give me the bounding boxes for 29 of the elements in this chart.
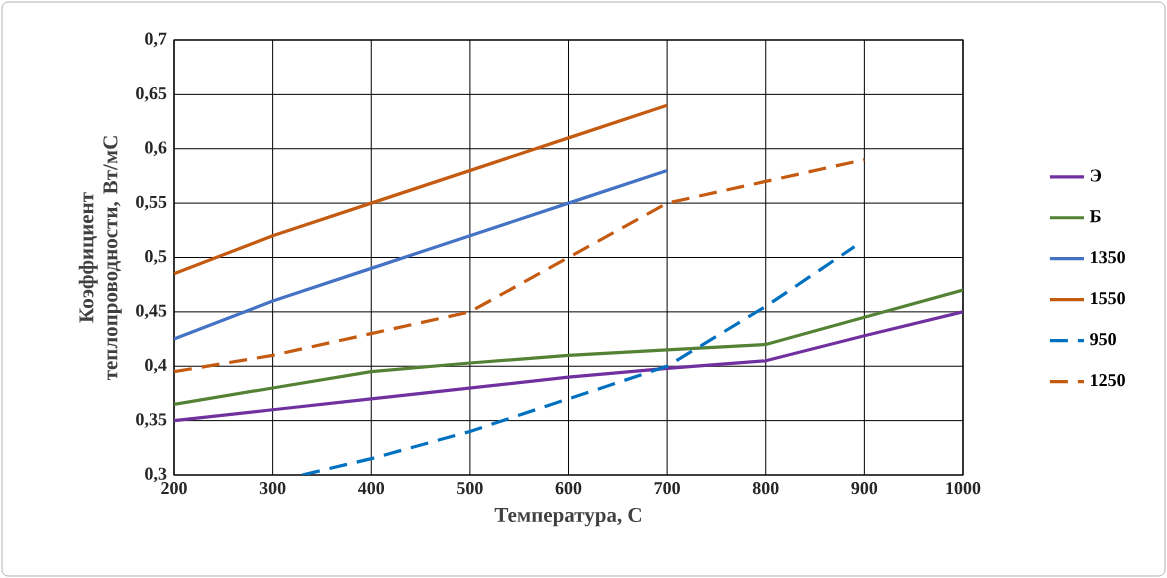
x-tick-label: 800 xyxy=(752,482,779,495)
line-series xyxy=(174,158,866,374)
line-series xyxy=(174,288,963,406)
y-tick-label: 0,4 xyxy=(145,358,167,374)
legend-label: 1250 xyxy=(1091,374,1125,387)
y-tick-label: 0,5 xyxy=(145,250,167,265)
y-tick-label: 0,35 xyxy=(136,413,167,428)
legend-label: Б xyxy=(1089,210,1101,223)
x-tick-label: 900 xyxy=(851,482,878,495)
y-axis-title: Коэффициент теплопроводности, Вт/мС xyxy=(78,136,122,381)
x-tick-label: 500 xyxy=(457,482,483,495)
legend-label: 950 xyxy=(1090,333,1116,346)
legend-label: 1350 xyxy=(1091,251,1125,264)
legend-label: Э xyxy=(1090,169,1102,182)
y-tick-label: 0,65 xyxy=(136,86,167,102)
legend-label: 1550 xyxy=(1091,292,1125,305)
x-tick-label: 700 xyxy=(654,482,680,495)
y-tick-label: 0,6 xyxy=(145,141,167,157)
y-tick-label: 0,3 xyxy=(145,467,167,483)
x-tick-label: 200 xyxy=(161,482,187,495)
x-tick-label: 600 xyxy=(555,482,582,495)
y-tick-label: 0,45 xyxy=(136,304,167,320)
y-tick-label: 0,7 xyxy=(145,32,167,48)
line-series xyxy=(174,168,669,341)
x-tick-label: 400 xyxy=(358,482,385,495)
x-tick-label: 300 xyxy=(259,482,286,495)
y-tick-label: 0,55 xyxy=(136,195,167,211)
x-tick-label: 1000 xyxy=(946,482,981,495)
x-axis-title: Температура, С xyxy=(494,507,641,527)
